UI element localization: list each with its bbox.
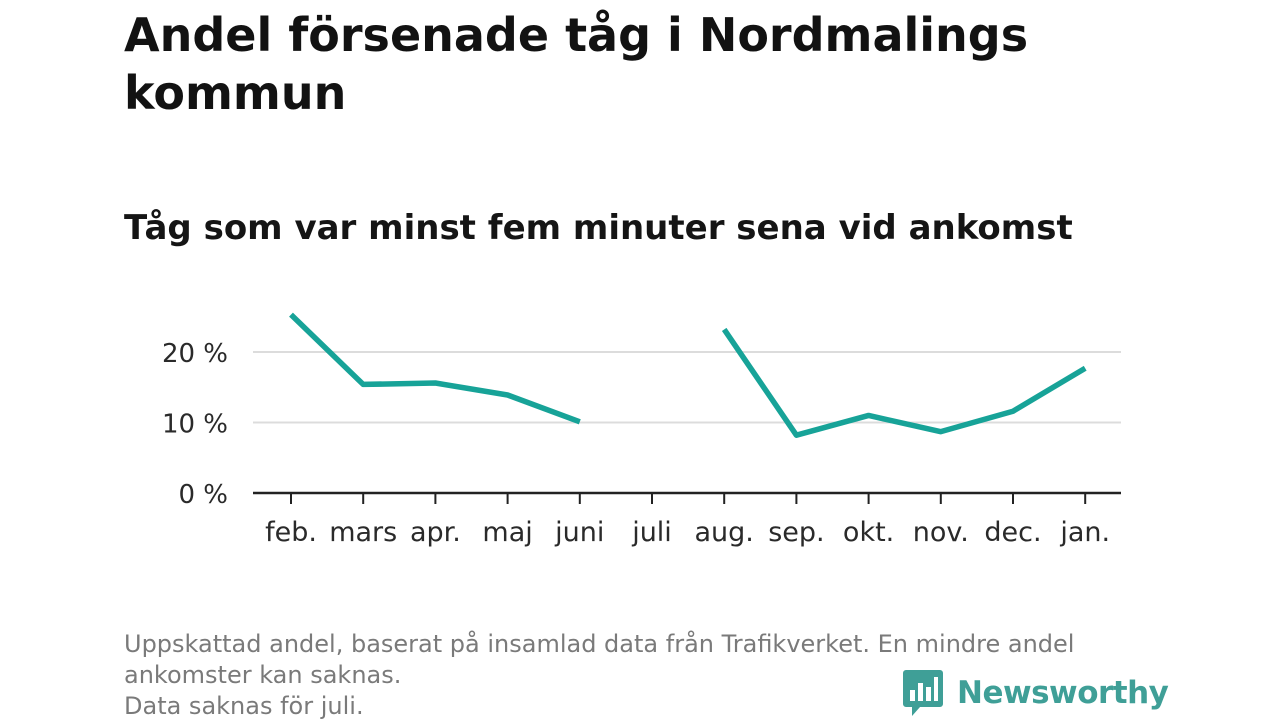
footnote: Uppskattad andel, baserat på insamlad da… (124, 629, 1164, 722)
chart-title: Andel försenade tåg i Nordmalings kommun (124, 8, 1029, 120)
bar-chart-speech-bubble-icon (903, 670, 943, 716)
x-tick-label: jan. (1059, 517, 1110, 548)
x-tick-label: dec. (984, 517, 1041, 548)
x-tick-label: aug. (695, 517, 754, 548)
x-tick-label: juni (554, 517, 604, 548)
footnote-line: ankomster kan saknas. (124, 661, 402, 689)
y-tick-label: 20 % (162, 339, 228, 369)
series-line (721, 327, 1087, 438)
chart-subtitle: Tåg som var minst fem minuter sena vid a… (124, 208, 1073, 248)
series-line (289, 312, 581, 425)
x-tick-label: okt. (843, 517, 894, 548)
x-tick-label: sep. (768, 517, 824, 548)
brand-name: Newsworthy (957, 675, 1169, 711)
x-tick-label: juli (631, 517, 672, 548)
x-tick-label: apr. (410, 517, 461, 548)
newsworthy-logo: Newsworthy (903, 670, 1169, 716)
y-tick-label: 10 % (162, 410, 228, 440)
x-tick-label: mars (329, 517, 397, 548)
footnote-line: Uppskattad andel, baserat på insamlad da… (124, 630, 1075, 658)
x-tick-label: nov. (913, 517, 969, 548)
line-chart: 0 % 10 % 20 % feb. mars apr. maj juni juli aug. se… (162, 312, 1121, 548)
x-tick-label: maj (482, 517, 532, 548)
footnote-line: Data saknas för juli. (124, 692, 364, 720)
y-tick-label: 0 % (178, 480, 228, 510)
x-tick-label: feb. (265, 517, 317, 548)
